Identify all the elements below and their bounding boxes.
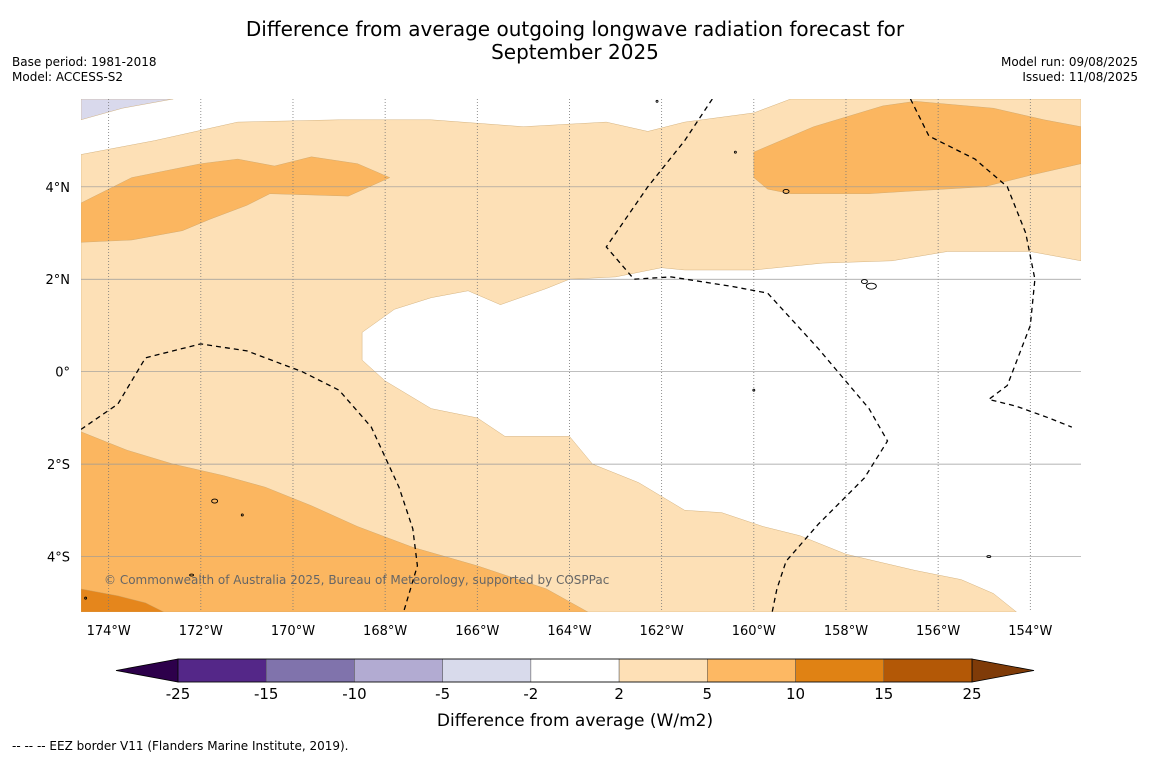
colorbar: -25 -15 -10 -5 -2 2 5 10 15 25 (115, 658, 1035, 703)
longitude-label: 166°W (455, 624, 499, 639)
longitude-label: 168°W (363, 624, 407, 639)
longitude-label: 156°W (916, 624, 960, 639)
map-plot-area: © Commonwealth of Australia 2025, Bureau… (81, 99, 1081, 612)
colorbar-bin (530, 658, 620, 683)
model-text: Model: ACCESS-S2 (12, 70, 124, 84)
longitude-label: 154°W (1008, 624, 1052, 639)
colorbar-bin (177, 658, 267, 683)
coastline-layer (84, 99, 992, 600)
colorbar-tick-label: 2 (614, 685, 624, 703)
model-run-text: Model run: 09/08/2025 (1000, 55, 1138, 69)
island-outline (189, 573, 195, 577)
longitude-label: 170°W (271, 624, 315, 639)
island-outline (782, 188, 790, 194)
island-outline (733, 150, 737, 154)
longitude-label: 160°W (732, 624, 776, 639)
island-outline (752, 388, 756, 392)
latitude-label: 4°S (47, 551, 70, 566)
meta-left: Base period: 1981-2018 Model: ACCESS-S2 (12, 55, 157, 85)
colorbar-tick-label: 25 (962, 685, 981, 703)
colorbar-low-extend (115, 658, 179, 683)
longitude-label: 174°W (87, 624, 131, 639)
colorbar-tick-label: 15 (874, 685, 893, 703)
latitude-label: 4°N (46, 181, 71, 196)
meta-right: Model run: 09/08/2025 Issued: 11/08/2025 (1001, 55, 1138, 85)
colorbar-tick-label: -15 (254, 685, 279, 703)
island-outline (211, 498, 219, 504)
island-outline (655, 99, 659, 103)
island-outline (240, 513, 244, 517)
colorbar-tick-label: 5 (703, 685, 713, 703)
colorbar-bin (795, 658, 885, 683)
eez-border-line-2 (605, 99, 889, 612)
latitude-label: 0° (55, 366, 70, 381)
contour-region-6 (81, 588, 164, 612)
colorbar-bin (442, 658, 532, 683)
colorbar-tick-label: -10 (342, 685, 367, 703)
map-title-line1: Difference from average outgoing longwav… (245, 17, 905, 41)
eez-border-line-3 (909, 99, 1073, 428)
longitude-label: 164°W (547, 624, 591, 639)
colorbar-outline (177, 658, 973, 683)
eez-border-layer (81, 99, 1073, 612)
colorbar-title: Difference from average (W/m2) (437, 711, 713, 731)
colorbar-bin (707, 658, 796, 683)
base-period-text: Base period: 1981-2018 (12, 55, 157, 69)
island-outline (986, 555, 992, 558)
island-outline (865, 282, 877, 290)
colorbar-tick-label: -2 (523, 685, 538, 703)
colorbar-tick-label: 10 (786, 685, 805, 703)
longitude-label: 162°W (640, 624, 684, 639)
colorbar-tick-label: -25 (166, 685, 191, 703)
map-title-line2: September 2025 (491, 40, 659, 64)
longitude-labels: 174°W 172°W 170°W 168°W 166°W 164°W 162°W 160°W… (87, 624, 1053, 639)
copyright-text: © Commonwealth of Australia 2025, Bureau… (104, 573, 609, 587)
latitude-label: 2°N (46, 273, 71, 288)
colorbar-tick-label: -5 (435, 685, 450, 703)
latitude-label: 2°S (47, 458, 70, 473)
colorbar-bin (883, 658, 973, 683)
colorbar-bin (618, 658, 708, 683)
contour-region-1 (81, 99, 174, 121)
map-title: Difference from average outgoing longwav… (0, 18, 1150, 64)
longitude-label: 158°W (824, 624, 868, 639)
contour-region-4 (753, 101, 1081, 194)
eez-border-line-1 (81, 343, 419, 612)
island-outline (84, 596, 88, 600)
eez-footnote: -- -- -- EEZ border V11 (Flanders Marine… (12, 739, 349, 753)
contour-region-2 (81, 99, 1081, 612)
latitude-labels: 4°N 2°N 0° 2°S 4°S (46, 181, 71, 566)
colorbar-high-extend (971, 658, 1035, 683)
contour-layer (81, 99, 1081, 612)
longitude-label: 172°W (179, 624, 223, 639)
colorbar-bin (265, 658, 355, 683)
issued-text: Issued: 11/08/2025 (1022, 70, 1138, 84)
colorbar-bin (354, 658, 443, 683)
grid-layer (81, 99, 1081, 612)
island-outline (860, 279, 868, 285)
